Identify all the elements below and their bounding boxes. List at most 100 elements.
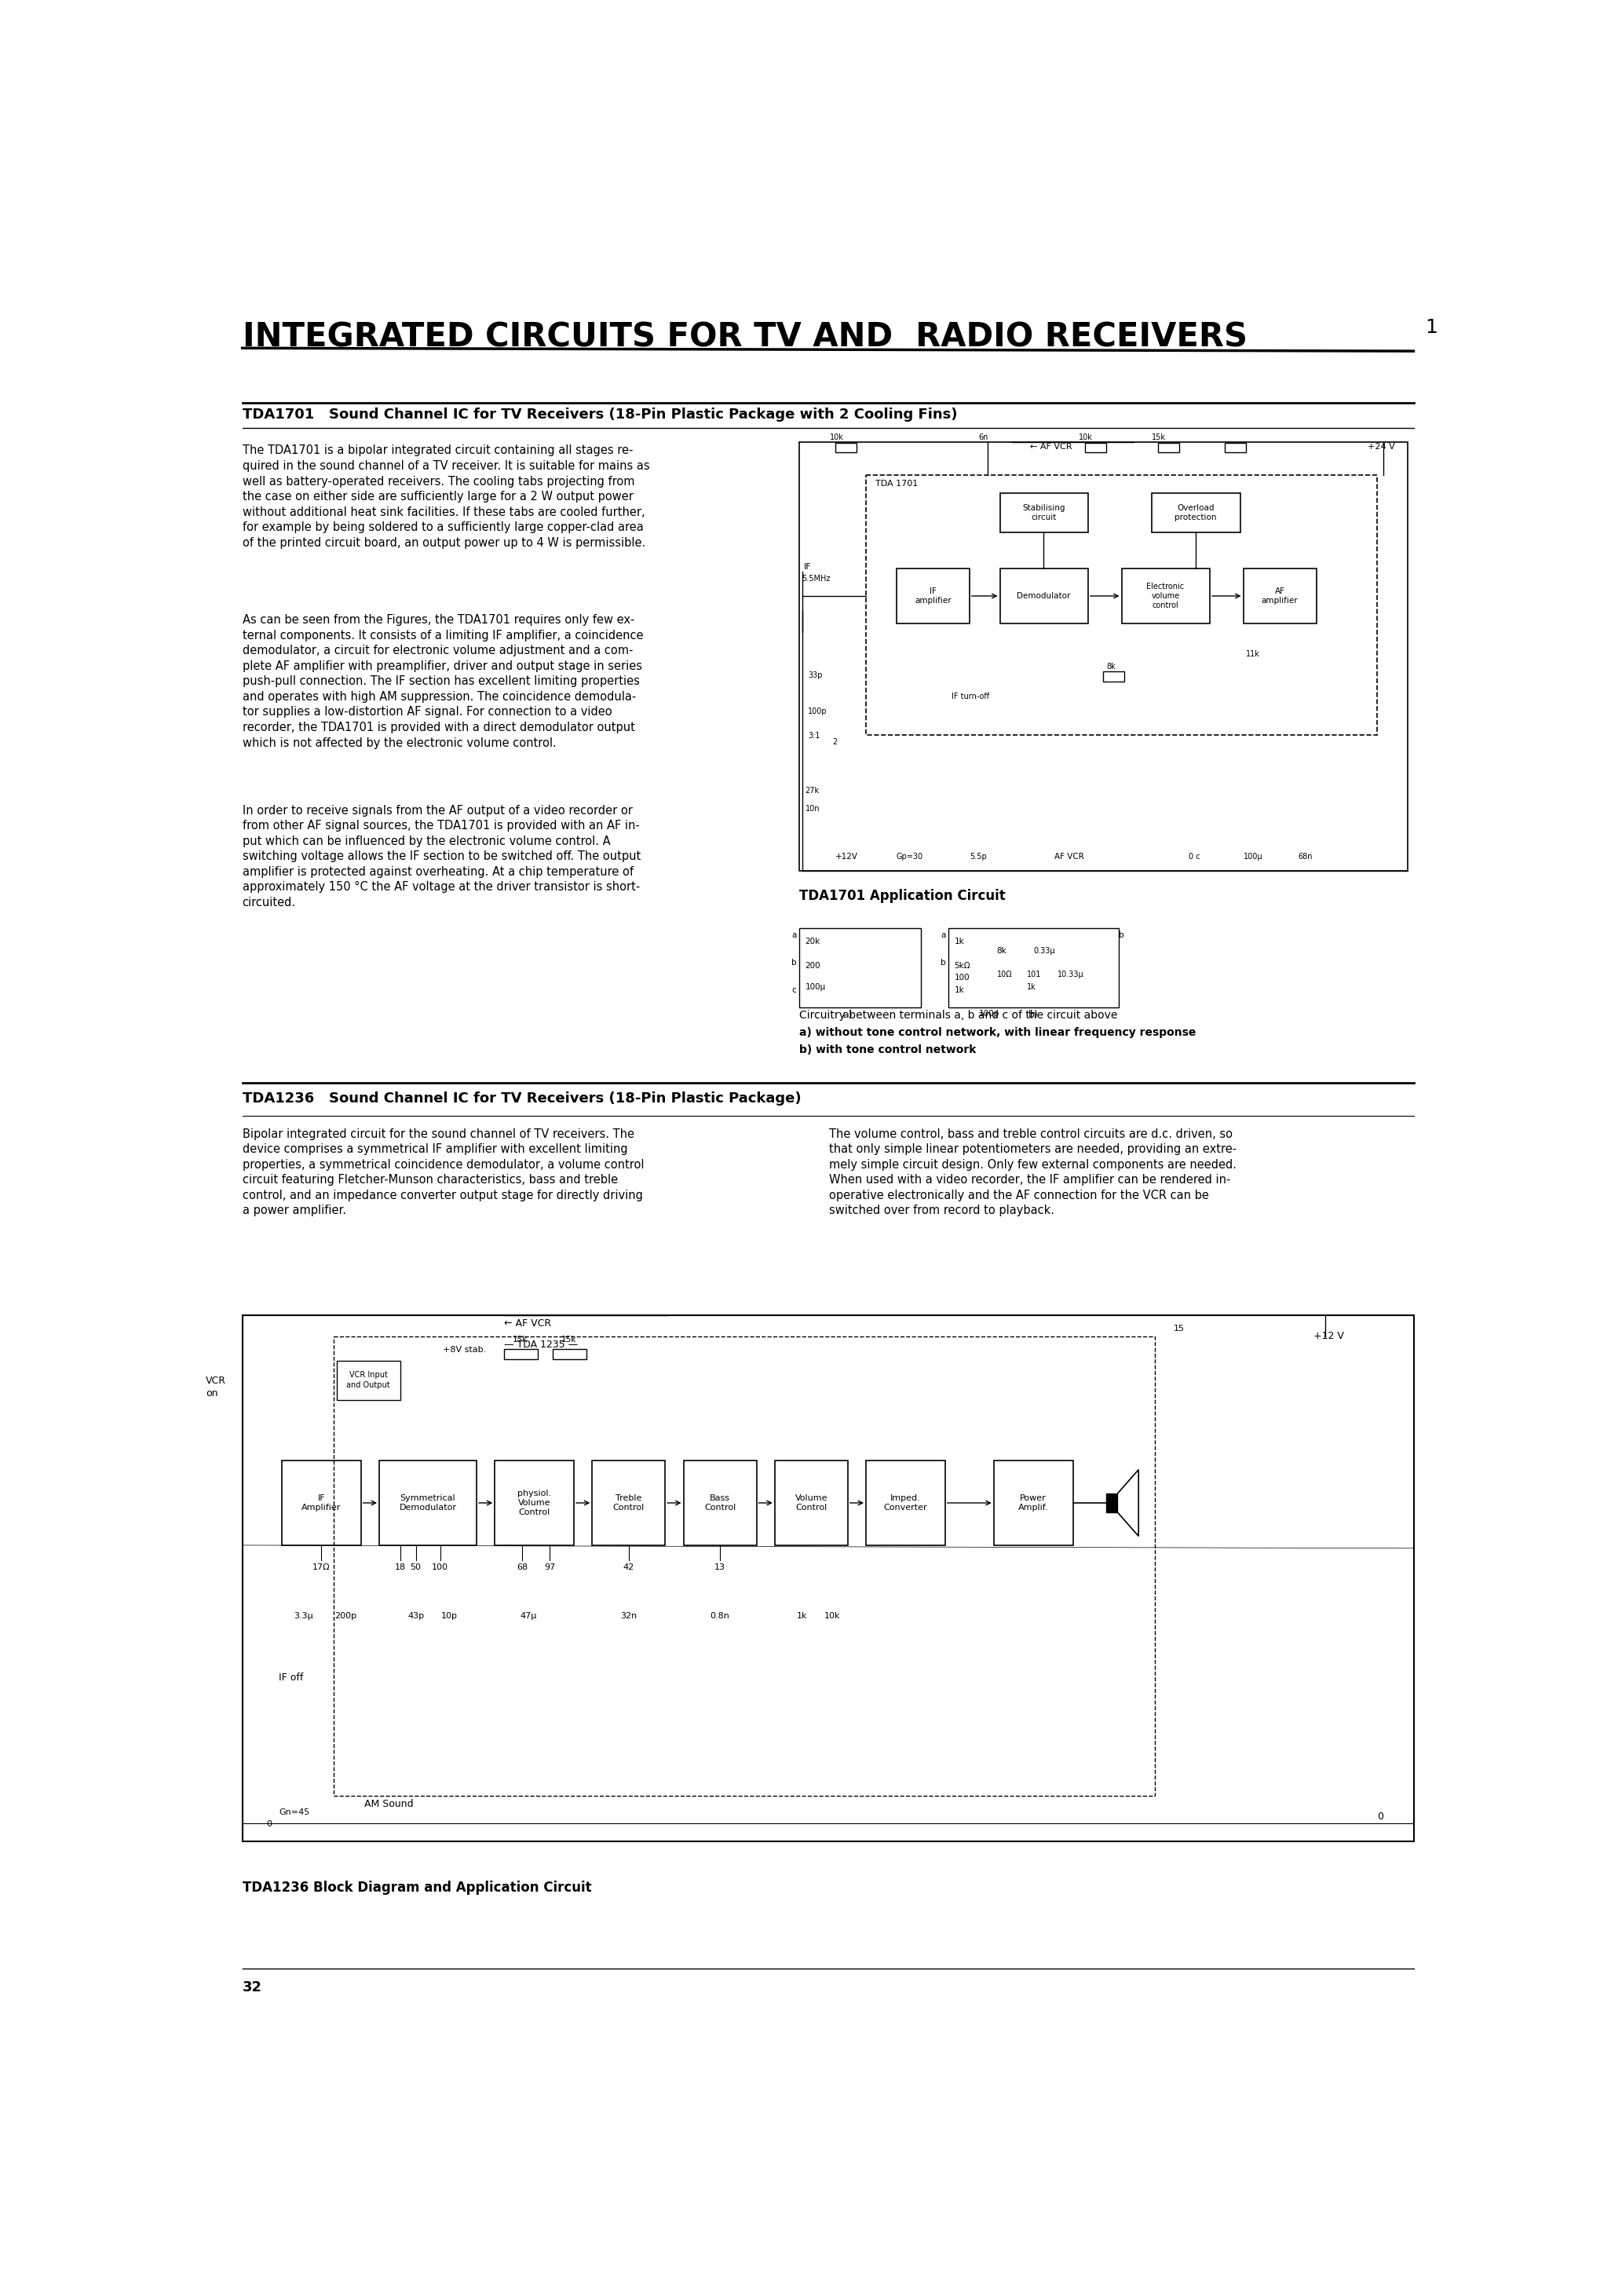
- Text: 0: 0: [1377, 1812, 1384, 1821]
- Bar: [1152, 494, 1241, 533]
- Text: 0.8n: 0.8n: [710, 1612, 730, 1619]
- Text: 18: 18: [394, 1564, 406, 1570]
- Text: 68n: 68n: [1298, 852, 1312, 861]
- Text: 42: 42: [623, 1564, 634, 1570]
- Bar: [949, 928, 1119, 1008]
- Text: IF off: IF off: [279, 1671, 303, 1683]
- Text: 5.5p: 5.5p: [970, 852, 986, 861]
- Text: 8k: 8k: [1106, 664, 1116, 670]
- Text: INTEGRATED CIRCUITS FOR TV AND  RADIO RECEIVERS: INTEGRATED CIRCUITS FOR TV AND RADIO REC…: [242, 321, 1247, 354]
- Text: 33p: 33p: [808, 670, 822, 680]
- Bar: [1103, 670, 1124, 682]
- Text: 32n: 32n: [620, 1612, 637, 1619]
- Text: 2: 2: [832, 737, 837, 746]
- Text: 10k: 10k: [829, 434, 843, 441]
- Text: The TDA1701 is a bipolar integrated circuit containing all stages re-
quired in : The TDA1701 is a bipolar integrated circ…: [242, 445, 649, 549]
- Text: IF turn-off: IF turn-off: [950, 693, 989, 700]
- Text: 100μ: 100μ: [805, 983, 826, 992]
- Text: TDA1701 Application Circuit: TDA1701 Application Circuit: [800, 889, 1006, 902]
- Bar: [1242, 569, 1315, 622]
- Text: AM Sound: AM Sound: [363, 1800, 414, 1809]
- Text: 11k: 11k: [1246, 650, 1260, 659]
- Text: 0 c: 0 c: [1189, 852, 1200, 861]
- Bar: [683, 1460, 756, 1545]
- Text: 100p: 100p: [808, 707, 827, 716]
- Text: ← AF VCR: ← AF VCR: [1030, 443, 1072, 450]
- Text: +24 V: +24 V: [1367, 443, 1395, 450]
- Text: — TDA 1235 —: — TDA 1235 —: [504, 1339, 577, 1350]
- Text: 1: 1: [1426, 317, 1437, 338]
- Text: 10k: 10k: [1079, 434, 1093, 441]
- Text: 47μ: 47μ: [521, 1612, 537, 1619]
- Text: 101: 101: [1027, 971, 1041, 978]
- Text: 200p: 200p: [334, 1612, 357, 1619]
- Bar: [1121, 569, 1210, 622]
- Bar: [999, 569, 1088, 622]
- Text: 3.3μ: 3.3μ: [294, 1612, 313, 1619]
- Text: 200: 200: [805, 962, 821, 969]
- Text: b: b: [941, 960, 946, 967]
- Text: 32: 32: [242, 1981, 261, 1995]
- Bar: [282, 1460, 362, 1545]
- Bar: [553, 1348, 586, 1359]
- Text: Overload
protection: Overload protection: [1174, 503, 1216, 521]
- Text: +12V: +12V: [835, 852, 858, 861]
- Text: Bass
Control: Bass Control: [704, 1495, 736, 1511]
- Text: IF
amplifier: IF amplifier: [915, 588, 950, 604]
- Text: 50: 50: [410, 1564, 422, 1570]
- Text: 1k: 1k: [954, 937, 963, 946]
- Text: a) without tone control network, with linear frequency response: a) without tone control network, with li…: [800, 1026, 1195, 1038]
- Text: 97: 97: [543, 1564, 555, 1570]
- Bar: [380, 1460, 477, 1545]
- Text: 0: 0: [266, 1821, 272, 1828]
- Text: 1k: 1k: [1027, 983, 1036, 992]
- Text: The volume control, bass and treble control circuits are d.c. driven, so
that on: The volume control, bass and treble cont…: [829, 1127, 1238, 1217]
- Text: 0.33μ: 0.33μ: [1033, 946, 1054, 955]
- Text: TDA1236   Sound Channel IC for TV Receivers (18-Pin Plastic Package): TDA1236 Sound Channel IC for TV Receiver…: [242, 1093, 801, 1107]
- Text: Gp=30: Gp=30: [897, 852, 923, 861]
- Text: 15k: 15k: [561, 1336, 577, 1343]
- Text: In order to receive signals from the AF output of a video recorder or
from other: In order to receive signals from the AF …: [242, 804, 641, 909]
- Text: VCR
on: VCR on: [206, 1375, 225, 1398]
- Text: 10.33μ: 10.33μ: [1058, 971, 1083, 978]
- Text: 3:1: 3:1: [808, 732, 821, 739]
- Text: a): a): [843, 1010, 853, 1019]
- Text: 43p: 43p: [407, 1612, 423, 1619]
- Text: 10n: 10n: [805, 804, 819, 813]
- Polygon shape: [1106, 1495, 1118, 1513]
- Bar: [592, 1460, 665, 1545]
- Text: Treble
Control: Treble Control: [613, 1495, 644, 1511]
- Text: 10k: 10k: [824, 1612, 840, 1619]
- Text: As can be seen from the Figures, the TDA1701 requires only few ex-
ternal compon: As can be seen from the Figures, the TDA…: [242, 613, 642, 748]
- Text: 8k: 8k: [998, 946, 1007, 955]
- Bar: [866, 475, 1377, 735]
- Bar: [999, 494, 1088, 533]
- Bar: [800, 928, 921, 1008]
- Bar: [337, 1362, 401, 1401]
- Text: 15k: 15k: [1152, 434, 1166, 441]
- Text: 15k: 15k: [513, 1336, 529, 1343]
- Text: AF
amplifier: AF amplifier: [1262, 588, 1298, 604]
- Text: VCR Input
and Output: VCR Input and Output: [347, 1371, 389, 1389]
- Text: 100: 100: [954, 974, 970, 983]
- Text: Power
Amplif.: Power Amplif.: [1019, 1495, 1048, 1511]
- Bar: [334, 1336, 1155, 1795]
- Bar: [775, 1460, 848, 1545]
- Text: 27k: 27k: [805, 788, 819, 794]
- Bar: [835, 443, 856, 452]
- Bar: [504, 1348, 537, 1359]
- Text: Gn=45: Gn=45: [279, 1809, 310, 1816]
- Text: Bipolar integrated circuit for the sound channel of TV receivers. The
device com: Bipolar integrated circuit for the sound…: [242, 1127, 644, 1217]
- Text: Symmetrical
Demodulator: Symmetrical Demodulator: [399, 1495, 456, 1511]
- Text: 5.5MHz: 5.5MHz: [801, 574, 830, 583]
- Bar: [866, 1460, 946, 1545]
- Text: IF: IF: [805, 563, 811, 572]
- Text: b: b: [792, 960, 796, 967]
- Text: a: a: [941, 932, 946, 939]
- Text: b): b): [1028, 1010, 1038, 1019]
- Text: Electronic
volume
control: Electronic volume control: [1147, 583, 1184, 611]
- Text: 100: 100: [431, 1564, 448, 1570]
- Bar: [800, 441, 1408, 870]
- Bar: [1085, 443, 1106, 452]
- Text: 17Ω: 17Ω: [313, 1564, 331, 1570]
